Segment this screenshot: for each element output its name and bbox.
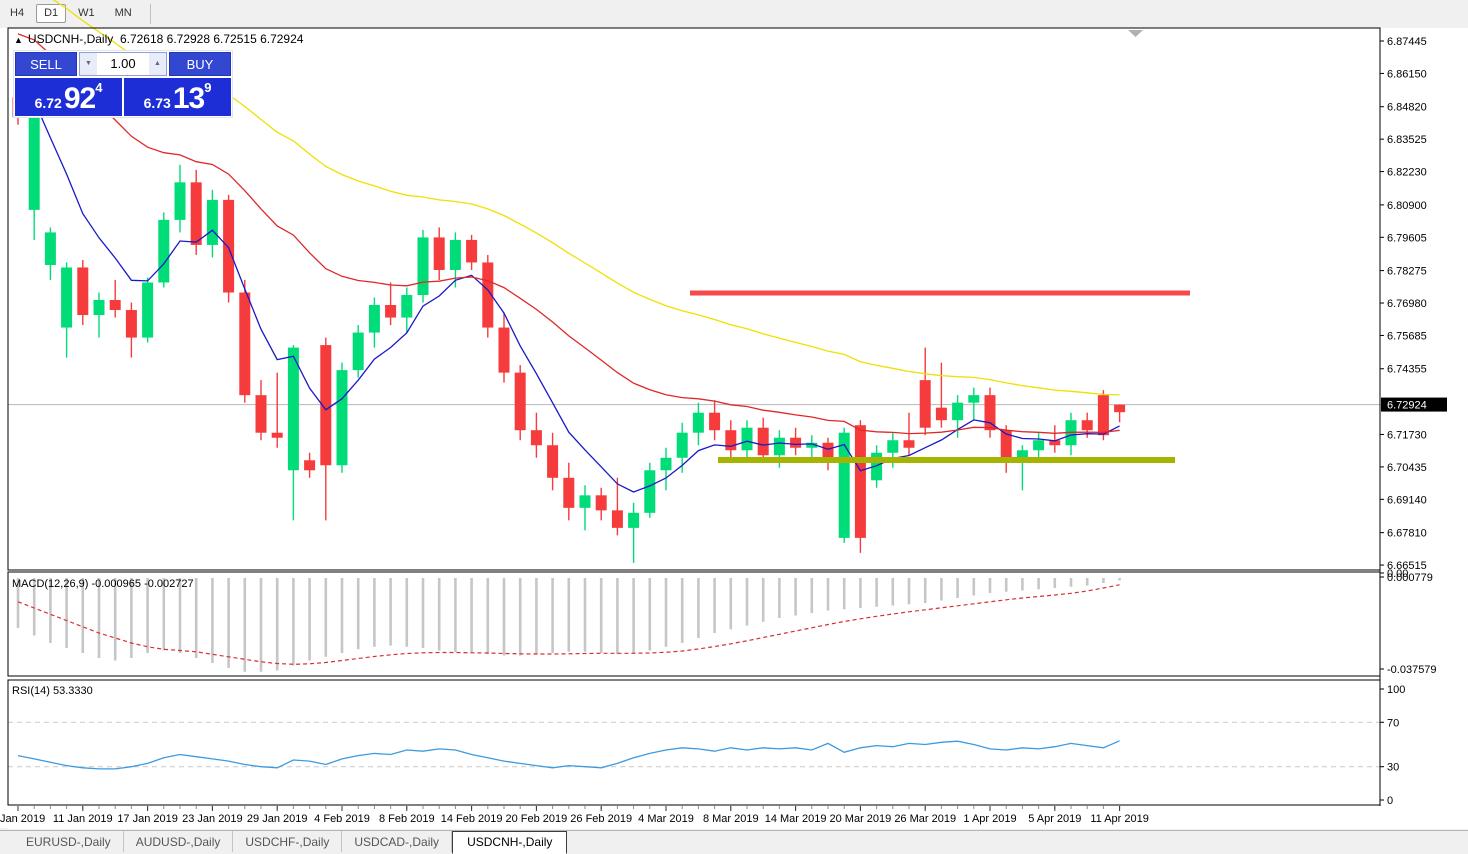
svg-text:20 Mar 2019: 20 Mar 2019 (830, 813, 892, 825)
svg-text:6.78275: 6.78275 (1387, 266, 1427, 278)
svg-text:0.000779: 0.000779 (1387, 572, 1433, 584)
moving-average-mid-red (17, 33, 1120, 435)
sell-price-pip: 4 (95, 80, 103, 95)
symbol-tab-eurusd[interactable]: EURUSD-,Daily (14, 831, 124, 852)
volume-stepper: ▼ 1.00 ▲ (79, 52, 167, 76)
svg-text:29 Jan 2019: 29 Jan 2019 (247, 813, 308, 825)
timeframe-button-w1[interactable]: W1 (78, 7, 95, 19)
svg-text:23 Jan 2019: 23 Jan 2019 (182, 813, 243, 825)
chart-ohlc-values: 6.72618 6.72928 6.72515 6.72924 (119, 32, 304, 46)
rsi-panel: 100 70 30 0 (8, 684, 1405, 807)
volume-field[interactable]: 1.00 (110, 56, 136, 71)
svg-text:6.83525: 6.83525 (1387, 134, 1427, 146)
buy-price-prefix: 6.73 (143, 95, 171, 111)
svg-text:6.79605: 6.79605 (1387, 232, 1427, 244)
svg-text:8 Mar 2019: 8 Mar 2019 (703, 813, 759, 825)
timeframe-button-mn[interactable]: MN (114, 7, 132, 19)
volume-up-icon[interactable]: ▲ (149, 53, 166, 75)
svg-text:6.80900: 6.80900 (1387, 200, 1427, 212)
svg-text:6.74355: 6.74355 (1387, 364, 1427, 376)
svg-text:26 Feb 2019: 26 Feb 2019 (570, 813, 632, 825)
rsi-indicator-label: RSI(14) 53.3330 (12, 685, 93, 697)
toolbar-separator (149, 4, 151, 24)
sell-price-prefix: 6.72 (34, 95, 62, 111)
volume-down-icon[interactable]: ▼ (80, 53, 97, 75)
sell-price-main: 92 (63, 82, 96, 115)
svg-text:6.76980: 6.76980 (1387, 298, 1427, 310)
date-axis: 7 Jan 2019 11 Jan 2019 17 Jan 2019 23 Jan 2… (0, 806, 1149, 825)
svg-text:6.66515: 6.66515 (1387, 560, 1427, 572)
chart-symbol-label: USDCNH-,Daily (27, 32, 114, 46)
buy-price-pip: 9 (204, 80, 212, 95)
macd-signal-line (17, 584, 1120, 665)
svg-text:6.86150: 6.86150 (1387, 68, 1427, 80)
buy-button[interactable]: BUY (169, 52, 231, 76)
scroll-end-marker-icon[interactable] (1128, 30, 1143, 37)
symbol-tab-usdcnh[interactable]: USDCNH-,Daily (452, 831, 568, 854)
price-axis: 6.87445 6.86150 6.84820 6.83525 6.82230 6.809… (1380, 36, 1427, 572)
buy-price-button[interactable]: 6.73 13 9 (124, 78, 231, 116)
svg-text:-0.037579: -0.037579 (1387, 664, 1437, 676)
svg-text:0: 0 (1387, 795, 1393, 807)
svg-text:6.70435: 6.70435 (1387, 462, 1427, 474)
svg-text:100: 100 (1387, 684, 1405, 696)
svg-text:6.82230: 6.82230 (1387, 167, 1427, 179)
svg-text:6.84820: 6.84820 (1387, 102, 1427, 114)
candlestick-series (12, 89, 1126, 563)
sell-price-button[interactable]: 6.72 92 4 (15, 78, 122, 116)
panel-borders (7, 27, 1381, 806)
svg-text:26 Mar 2019: 26 Mar 2019 (894, 813, 956, 825)
buy-price-main: 13 (172, 82, 205, 115)
sell-button[interactable]: SELL (15, 52, 77, 76)
rsi-line (17, 740, 1120, 770)
chart-window[interactable]: 6.87445 6.86150 6.84820 6.83525 6.82230 6.809… (0, 0, 1468, 829)
svg-text:0.00: 0.00 (1387, 568, 1408, 580)
symbol-dropdown-icon: ▲ (14, 35, 23, 45)
svg-text:7 Jan 2019: 7 Jan 2019 (0, 813, 45, 825)
svg-text:4 Feb 2019: 4 Feb 2019 (314, 813, 370, 825)
svg-text:30: 30 (1387, 762, 1399, 774)
svg-text:5 Apr 2019: 5 Apr 2019 (1028, 813, 1081, 825)
svg-text:6.71730: 6.71730 (1387, 429, 1427, 441)
macd-indicator-label: MACD(12,26,9) -0.000965 -0.002727 (12, 578, 194, 590)
one-click-trade-panel: SELL ▼ 1.00 ▲ BUY 6.72 92 4 6.73 13 9 (13, 50, 233, 118)
svg-text:70: 70 (1387, 717, 1399, 729)
svg-text:8 Feb 2019: 8 Feb 2019 (379, 813, 435, 825)
chart-title: ▲ USDCNH-,Daily 6.72618 6.72928 6.72515 6… (14, 32, 303, 46)
svg-text:1 Apr 2019: 1 Apr 2019 (963, 813, 1016, 825)
svg-text:6.72924: 6.72924 (1387, 400, 1427, 412)
svg-text:4 Mar 2019: 4 Mar 2019 (638, 813, 694, 825)
current-price-tag: 6.72924 (1381, 397, 1447, 412)
timeframe-button-d1[interactable]: D1 (36, 4, 67, 23)
symbol-tab-usdcad[interactable]: USDCAD-,Daily (342, 831, 453, 852)
moving-average-fast-blue (17, 94, 1120, 493)
svg-text:14 Feb 2019: 14 Feb 2019 (441, 813, 503, 825)
svg-text:11 Apr 2019: 11 Apr 2019 (1090, 813, 1149, 825)
svg-text:6.75685: 6.75685 (1387, 330, 1427, 342)
svg-text:14 Mar 2019: 14 Mar 2019 (765, 813, 827, 825)
svg-text:6.69140: 6.69140 (1387, 494, 1427, 506)
symbol-tab-usdchf[interactable]: USDCHF-,Daily (233, 831, 343, 852)
symbol-tab-audusd[interactable]: AUDUSD-,Daily (124, 831, 234, 852)
macd-panel: 0.000.000779 -0.037579 (16, 568, 1437, 676)
svg-text:20 Feb 2019: 20 Feb 2019 (506, 813, 568, 825)
svg-text:6.67810: 6.67810 (1387, 528, 1427, 540)
symbol-tab-bar: EURUSD-,Daily AUDUSD-,Daily USDCHF-,Daily U… (0, 830, 1468, 854)
svg-text:6.87445: 6.87445 (1387, 36, 1427, 48)
svg-text:17 Jan 2019: 17 Jan 2019 (117, 813, 178, 825)
timeframe-button-h4[interactable]: H4 (10, 7, 25, 19)
svg-text:11 Jan 2019: 11 Jan 2019 (53, 813, 113, 825)
